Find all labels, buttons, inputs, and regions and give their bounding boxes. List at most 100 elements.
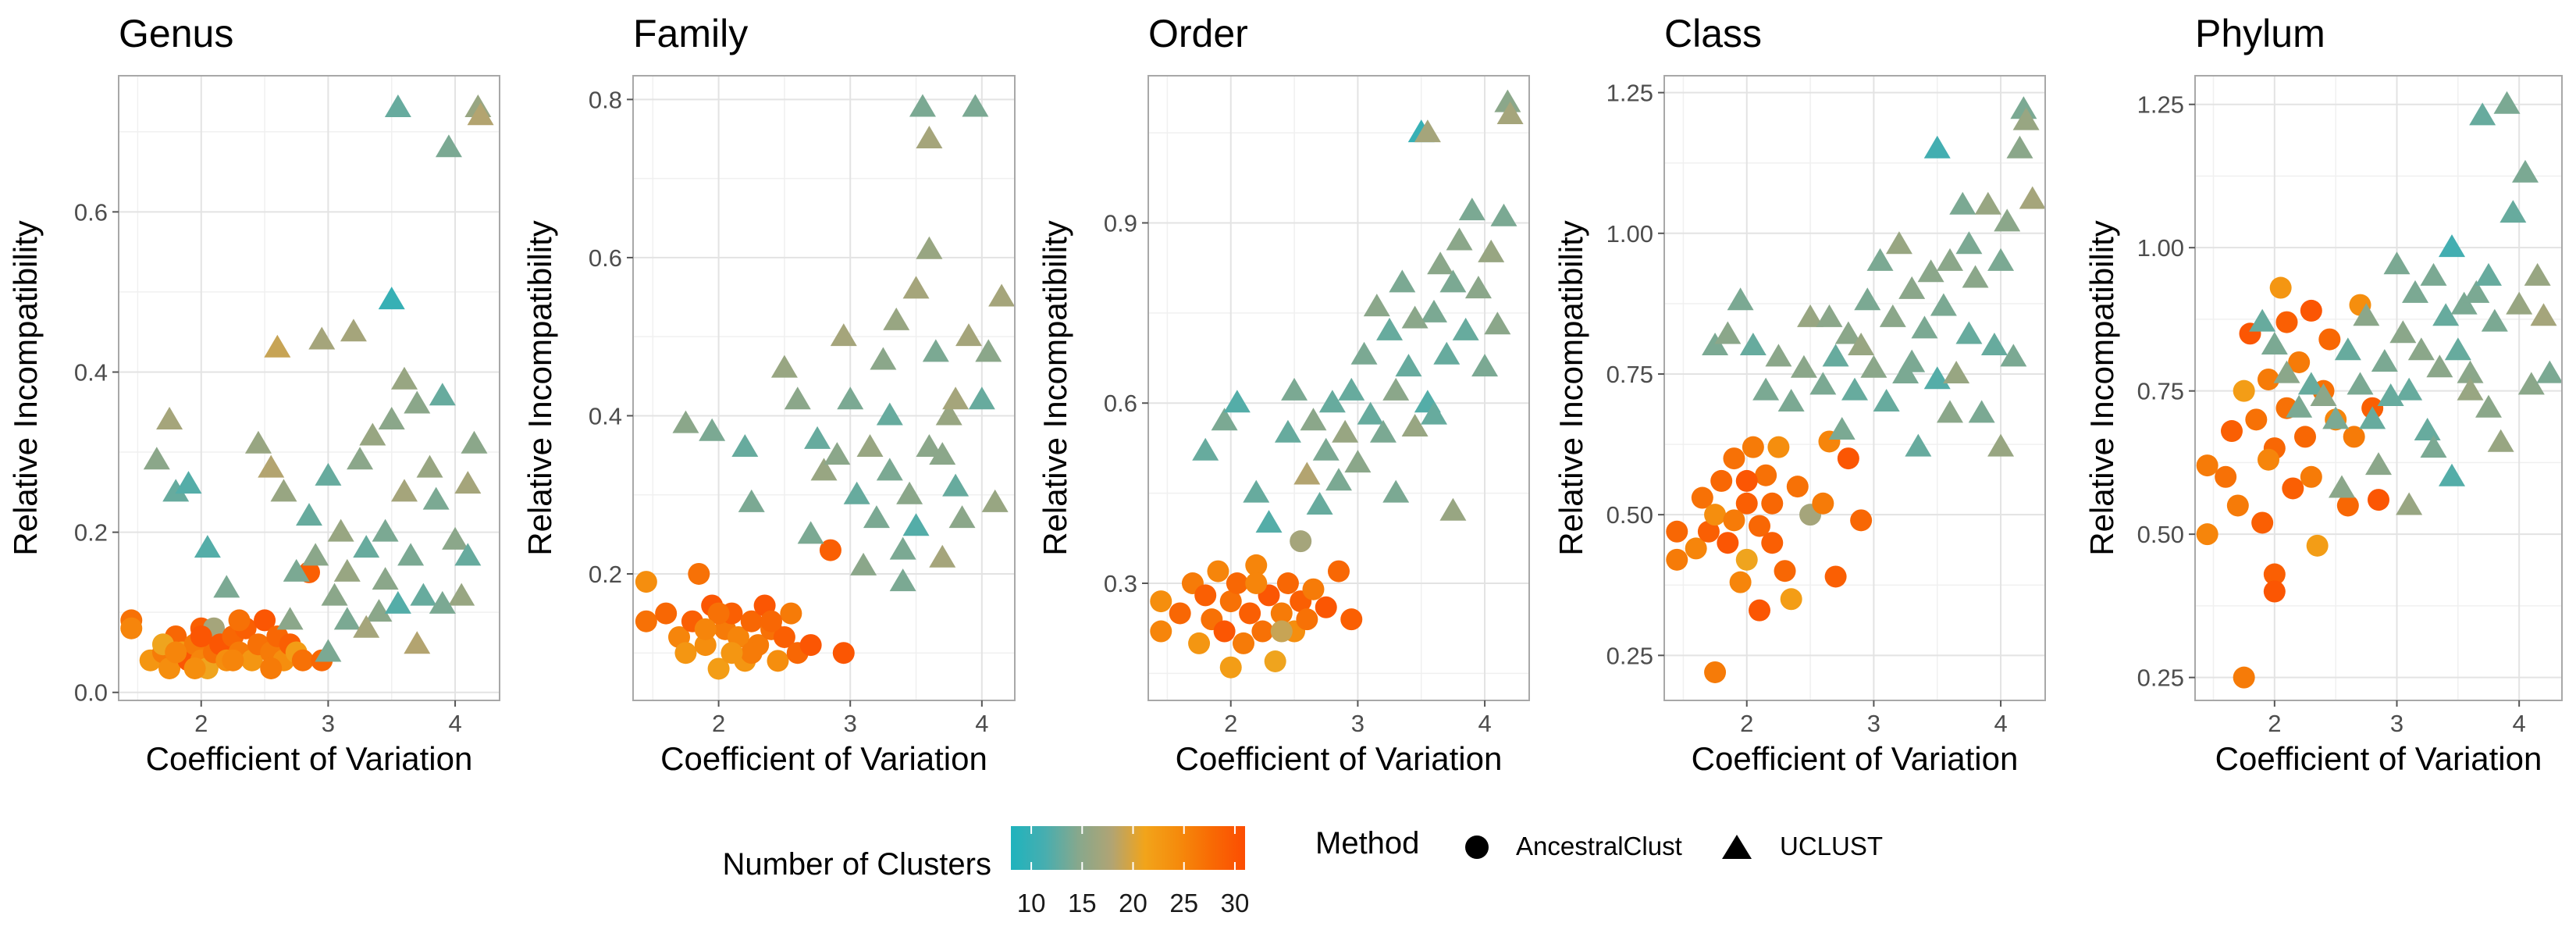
data-point-triangle <box>2469 102 2496 126</box>
data-point-triangle <box>2012 107 2040 130</box>
colorbar <box>1011 826 1245 870</box>
data-point-triangle <box>1816 304 1843 327</box>
data-point-triangle <box>270 479 297 502</box>
data-point-triangle <box>2019 186 2046 209</box>
plot-background <box>119 76 500 700</box>
data-point-circle <box>694 618 717 640</box>
data-point-triangle <box>296 503 322 526</box>
x-tick-label: 4 <box>1478 710 1491 737</box>
data-point-triangle <box>1752 377 1780 401</box>
data-point-triangle <box>1790 354 1817 378</box>
data-point-triangle <box>1446 227 1473 251</box>
data-point-circle <box>1328 560 1350 583</box>
data-point-circle <box>2196 523 2218 546</box>
data-point-triangle <box>1318 390 1346 413</box>
data-point-triangle <box>1484 312 1511 335</box>
data-point-circle <box>1850 509 1873 532</box>
data-point-triangle <box>1306 492 1333 515</box>
y-tick-label: 1.00 <box>2137 234 2184 262</box>
data-point-triangle <box>422 486 450 510</box>
data-point-triangle <box>942 387 970 410</box>
data-point-triangle <box>315 462 342 486</box>
data-point-triangle <box>372 518 399 542</box>
data-point-circle <box>2318 328 2341 351</box>
data-point-circle <box>1685 537 1707 560</box>
data-point-triangle <box>1421 299 1447 322</box>
data-point-triangle <box>2396 377 2423 401</box>
data-point-triangle <box>2536 360 2564 383</box>
data-point-triangle <box>397 543 425 566</box>
data-point-triangle <box>1211 408 1238 431</box>
data-point-circle <box>1691 486 1713 509</box>
data-point-circle <box>2263 563 2286 586</box>
data-point-circle <box>190 625 212 647</box>
data-point-circle <box>1219 590 1242 613</box>
data-point-triangle <box>850 552 877 575</box>
data-point-triangle <box>1369 419 1397 443</box>
series-ancestralclust <box>1666 430 1873 683</box>
data-point-triangle <box>404 390 431 414</box>
data-point-circle <box>2300 299 2322 322</box>
data-point-triangle <box>162 479 190 502</box>
data-point-triangle <box>1350 341 1378 365</box>
y-tick-label: 1.25 <box>2137 91 2184 119</box>
panel-title: Order <box>1148 12 1248 55</box>
panel-order: 2 3 4 0.3 0.6 0.9 Order Coefficient of Variatio… <box>1037 12 1530 777</box>
data-point-triangle <box>1943 360 1970 383</box>
data-point-triangle <box>1439 269 1467 293</box>
data-point-triangle <box>264 334 291 358</box>
data-point-triangle <box>2439 234 2465 258</box>
data-point-triangle <box>2463 280 2490 303</box>
data-point-triangle <box>1293 461 1321 485</box>
data-point-triangle <box>1312 437 1340 461</box>
data-point-triangle <box>1955 231 1983 255</box>
data-point-triangle <box>327 518 354 542</box>
data-point-triangle <box>1243 479 1270 503</box>
data-point-triangle <box>876 402 903 426</box>
y-tick-label: 0.50 <box>2137 521 2184 548</box>
data-point-triangle <box>824 442 851 465</box>
data-point-triangle <box>738 489 765 512</box>
data-point-triangle <box>1363 294 1390 317</box>
data-point-circle <box>1780 588 1802 611</box>
data-point-triangle <box>981 489 1009 512</box>
panel-phylum: 2 3 4 0.25 0.50 0.75 1.00 1.25 Phylum Coefficient… <box>2083 12 2564 777</box>
data-point-circle <box>2233 666 2255 689</box>
data-point-circle <box>1213 620 1236 643</box>
y-axis-label: Relative Incompatibility <box>1553 220 1589 556</box>
data-point-triangle <box>1955 321 1983 344</box>
data-point-circle <box>1226 572 1248 594</box>
data-point-triangle <box>1401 305 1429 329</box>
data-point-circle <box>1150 620 1172 643</box>
data-point-triangle <box>1478 239 1505 262</box>
data-point-circle <box>2251 511 2274 534</box>
data-point-triangle <box>258 454 285 478</box>
data-point-triangle <box>1414 119 1441 143</box>
x-tick-label: 3 <box>1867 710 1880 737</box>
y-axis-label: Relative Incompatibility <box>1037 220 1073 556</box>
data-point-circle <box>1717 532 1739 554</box>
data-point-circle <box>2275 311 2298 333</box>
data-point-circle <box>1245 572 1268 594</box>
data-point-triangle <box>1822 344 1849 367</box>
data-point-triangle <box>909 94 936 117</box>
data-point-triangle <box>1439 497 1467 521</box>
data-point-triangle <box>194 535 221 558</box>
data-point-triangle <box>1930 293 1957 316</box>
series-uclust <box>1702 96 2046 457</box>
data-point-circle <box>2300 465 2322 488</box>
panel-family: 2 3 4 0.2 0.4 0.6 0.8 Family Coefficient of Vari… <box>521 12 1016 777</box>
legend-label-uclust: UCLUST <box>1780 832 1883 860</box>
data-point-triangle <box>467 102 494 126</box>
data-point-triangle <box>1937 248 1963 271</box>
data-point-triangle <box>1937 400 1963 423</box>
data-point-triangle <box>2450 291 2478 315</box>
data-point-circle <box>1219 656 1242 679</box>
data-point-triangle <box>804 426 831 449</box>
data-point-triangle <box>156 407 183 430</box>
data-point-triangle <box>2329 475 2355 498</box>
y-tick-label: 0.4 <box>74 358 108 386</box>
panel-title: Class <box>1664 12 1762 55</box>
data-point-triangle <box>2457 377 2484 401</box>
data-point-triangle <box>830 323 857 347</box>
